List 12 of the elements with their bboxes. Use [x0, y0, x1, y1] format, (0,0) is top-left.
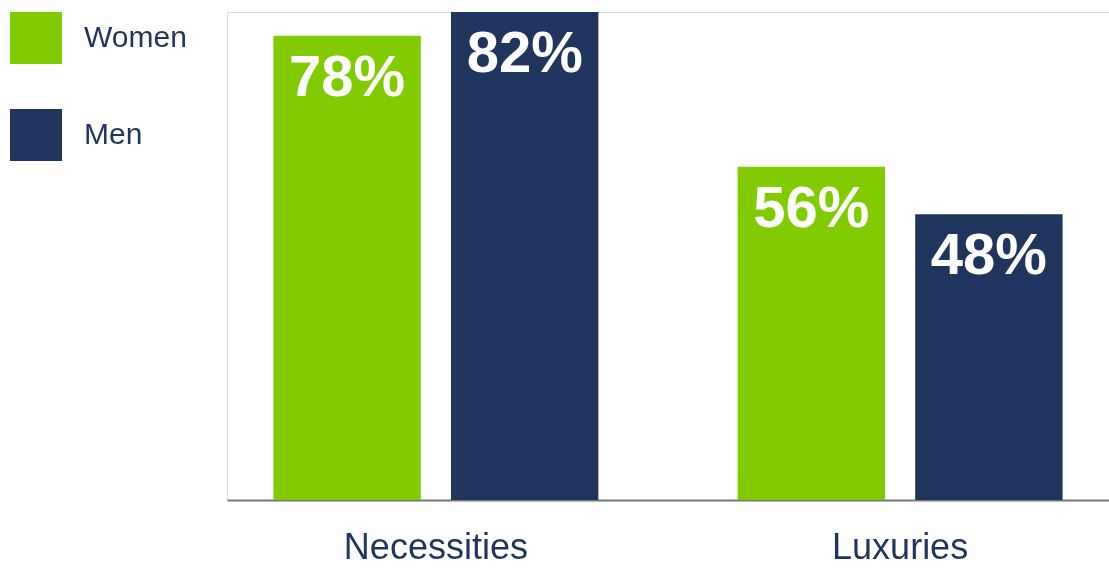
bar	[273, 35, 421, 500]
data-label: 56%	[753, 173, 870, 239]
legend-label: Women	[84, 20, 187, 53]
bar	[915, 214, 1063, 500]
x-tick-label: Necessities	[343, 525, 528, 567]
data-label: 82%	[466, 19, 583, 84]
data-label: 78%	[289, 42, 406, 108]
legend-label: Men	[84, 117, 143, 150]
bar	[450, 12, 599, 500]
data-label: 48%	[930, 221, 1047, 287]
x-tick-label: Luxuries	[832, 525, 969, 567]
bar	[737, 166, 886, 500]
